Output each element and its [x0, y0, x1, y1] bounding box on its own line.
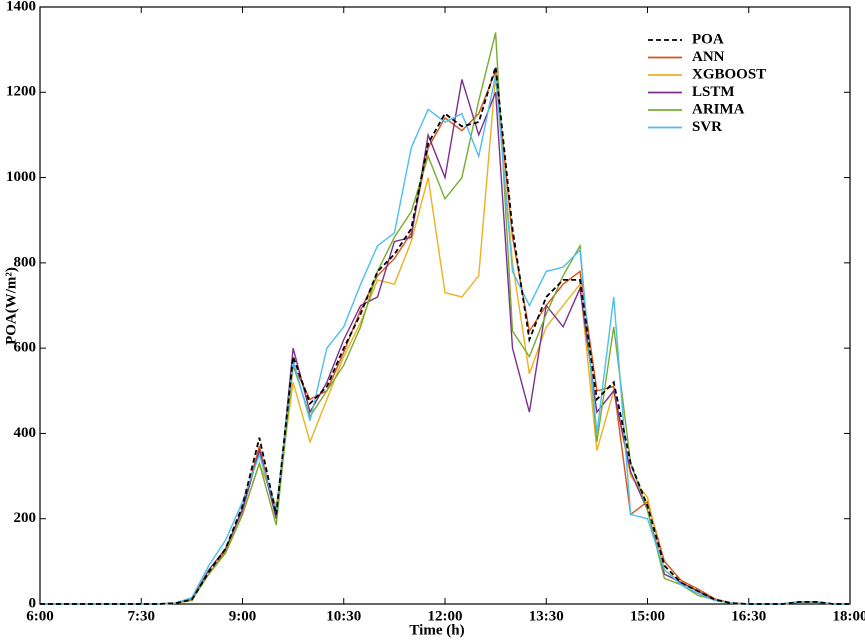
series-line	[40, 79, 850, 605]
x-axis-label: Time (h)	[409, 622, 464, 638]
x-tick-label: 12:00	[428, 608, 463, 624]
series-line	[40, 75, 850, 605]
series-line	[40, 75, 850, 605]
y-tick-label: 1400	[6, 0, 36, 14]
x-tick-label: 7:30	[128, 608, 156, 624]
y-tick-label: 1000	[6, 169, 36, 185]
legend-label: XGBOOST	[692, 66, 766, 82]
y-tick-label: 800	[14, 254, 37, 270]
y-axis-label: POA(W/m²)	[3, 267, 19, 345]
y-tick-label: 400	[14, 425, 37, 441]
y-tick-label: 0	[29, 595, 37, 611]
x-tick-label: 18:00	[833, 608, 865, 624]
x-tick-label: 15:00	[630, 608, 665, 624]
y-tick-label: 1200	[6, 84, 36, 100]
x-tick-label: 10:30	[326, 608, 361, 624]
x-tick-label: 16:30	[731, 608, 766, 624]
legend-label: LSTM	[692, 84, 735, 100]
y-tick-label: 600	[14, 340, 37, 356]
legend-label: ARIMA	[692, 101, 745, 117]
y-tick-label: 200	[14, 510, 37, 526]
series-line	[40, 70, 850, 605]
x-tick-label: 9:00	[229, 608, 257, 624]
legend-label: POA	[692, 31, 724, 47]
legend-label: ANN	[692, 49, 725, 65]
x-tick-label: 6:00	[26, 608, 54, 624]
legend-label: SVR	[692, 119, 722, 135]
x-tick-label: 13:30	[529, 608, 564, 624]
series-line	[40, 66, 850, 605]
